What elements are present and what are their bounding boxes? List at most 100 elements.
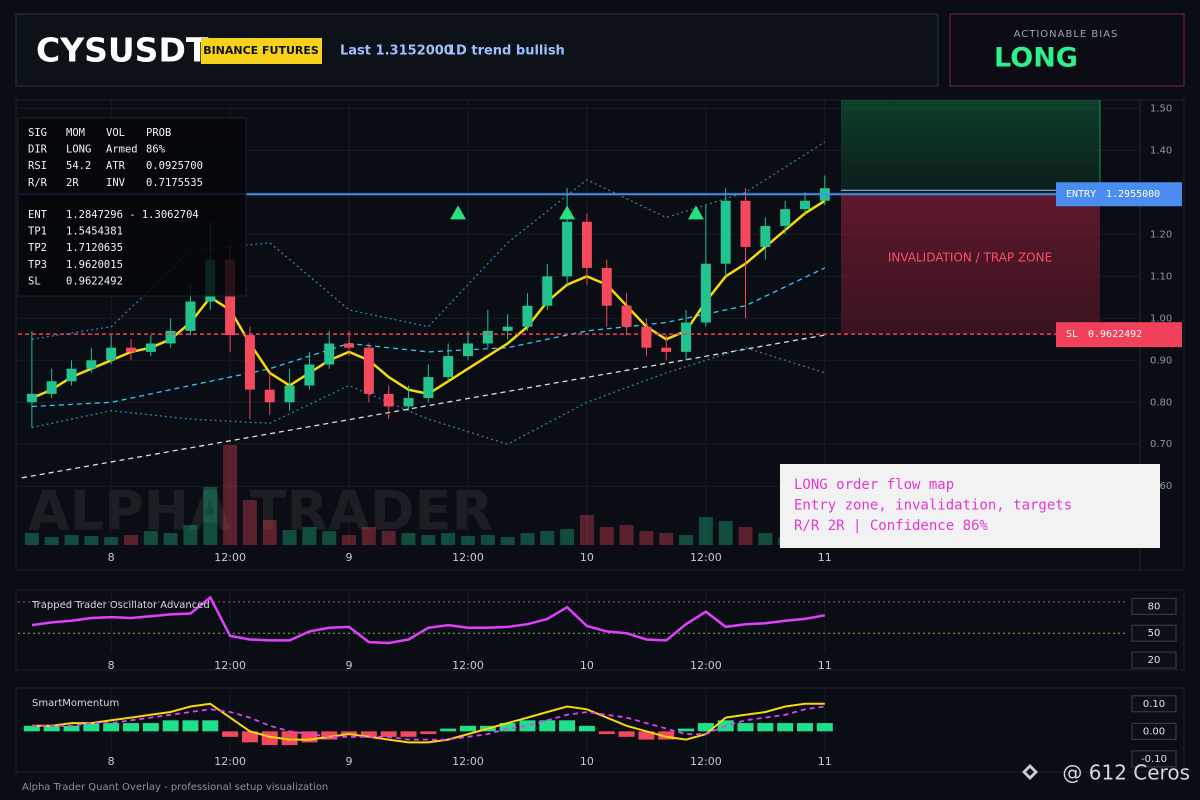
candle-body [799,200,810,210]
volume-bar [203,487,218,545]
y-tick-box [1131,651,1177,669]
volume-bar [460,536,475,545]
candle-body [780,209,791,226]
entry-value: 1.2955000 [1106,189,1160,200]
candle-body [661,347,672,352]
volume-bar [282,530,297,545]
volume-bar [262,520,277,545]
momentum-bar [241,731,258,743]
stop-value: 0.9622492 [1088,329,1142,340]
info-level: TP3 [28,259,47,271]
candle-body [244,335,255,390]
candle-body [125,347,136,352]
momentum-line [31,702,825,744]
candle-body [145,343,156,352]
info-cell: LONG [66,144,91,156]
momentum-bar [459,725,476,732]
momentum-bar [23,725,40,732]
candle-body [641,326,652,348]
momentum-bar [618,731,635,737]
candle-body [225,259,236,336]
x-tick-label: 9 [346,659,353,672]
volume-bar [322,531,337,545]
info-level: 1.5454381 [66,226,123,238]
y-tick-label: 1.40 [1150,145,1172,156]
note-line: Entry zone, invalidation, targets [794,498,1072,514]
last-price: Last 1.3152000 [340,44,453,59]
y-tick-label: 0.80 [1150,397,1172,408]
y-tick-label: 1.50 [1150,103,1172,114]
x-tick-label: 12:00 [690,755,722,768]
candle-body [383,393,394,407]
x-tick-label: 12:00 [214,755,246,768]
momentum-bar [638,731,655,740]
bias-label: ACTIONABLE BIAS [1014,29,1119,40]
candle-body [66,368,77,382]
x-tick-label: 9 [346,755,353,768]
volume-bar [738,527,753,545]
x-tick-label: 12:00 [452,659,484,672]
candle-body [562,221,573,277]
volume-bar [361,527,376,545]
trap-zone [841,194,1100,335]
header-panel [15,13,939,87]
candle-body [344,343,355,348]
x-tick-label: 8 [108,659,115,672]
volume-bar [639,531,654,545]
momentum-bar [796,723,813,732]
volume-bar [123,535,138,545]
credit-logo [1022,764,1038,780]
momentum-bar [83,723,100,732]
info-cell: MOM [66,127,85,139]
info-cell: R/R [28,177,48,189]
momentum-bar [658,731,675,740]
candle-body [760,225,771,247]
y-tick-box [1131,695,1177,713]
volume-bar [381,531,396,545]
credit: @ 612 Ceros [1062,761,1190,785]
momentum-bar [519,720,536,732]
momentum-bar [281,731,298,746]
candle-body [700,263,711,323]
exchange-badge [201,38,322,64]
y-tick-box [1131,722,1177,740]
info-level: 1.7120635 [66,242,123,254]
info-cell: Armed [106,144,138,156]
y-tick-box [1131,624,1177,642]
info-cell: PROB [146,127,171,139]
info-cell: 54.2 [66,160,91,172]
y-tick-box [1131,597,1177,615]
momentum-bar [400,731,417,737]
chart-layer: ALPHA TRADER 0.60 0.70 0.80 0.90 1.00 1.10 1.20… [17,100,1182,768]
momentum-bar [440,728,457,732]
x-tick-label: 10 [580,659,594,672]
x-tick-label: 11 [818,755,832,768]
info-level: TP2 [28,242,47,254]
overlay-line [21,334,825,479]
volume-bar [758,533,773,545]
y-tick-label: 1.20 [1150,229,1172,240]
stop-badge [1056,322,1182,348]
candle-body [86,360,97,369]
volume-bar [560,529,575,545]
info-level: TP1 [28,226,47,238]
y-tick-box [1131,750,1177,768]
candle-body [304,364,315,386]
candle-body [403,398,414,407]
y-tick-label: 50 [1148,628,1161,639]
momentum-bar [499,723,516,732]
candle-body [185,301,196,331]
x-tick-label: 10 [580,551,594,564]
volume-bar [520,533,535,545]
momentum-bar [301,731,318,743]
volume-bar [679,535,694,545]
candle-body [621,305,632,327]
volume-bar [64,535,79,545]
x-tick-label: 8 [108,551,115,564]
exchange: BINANCE FUTURES [203,44,319,57]
momentum-bar [103,723,120,732]
momentum-bar [816,723,833,732]
momentum-bar [737,723,754,732]
volume-bar [104,537,119,545]
x-tick-label: 10 [580,755,594,768]
